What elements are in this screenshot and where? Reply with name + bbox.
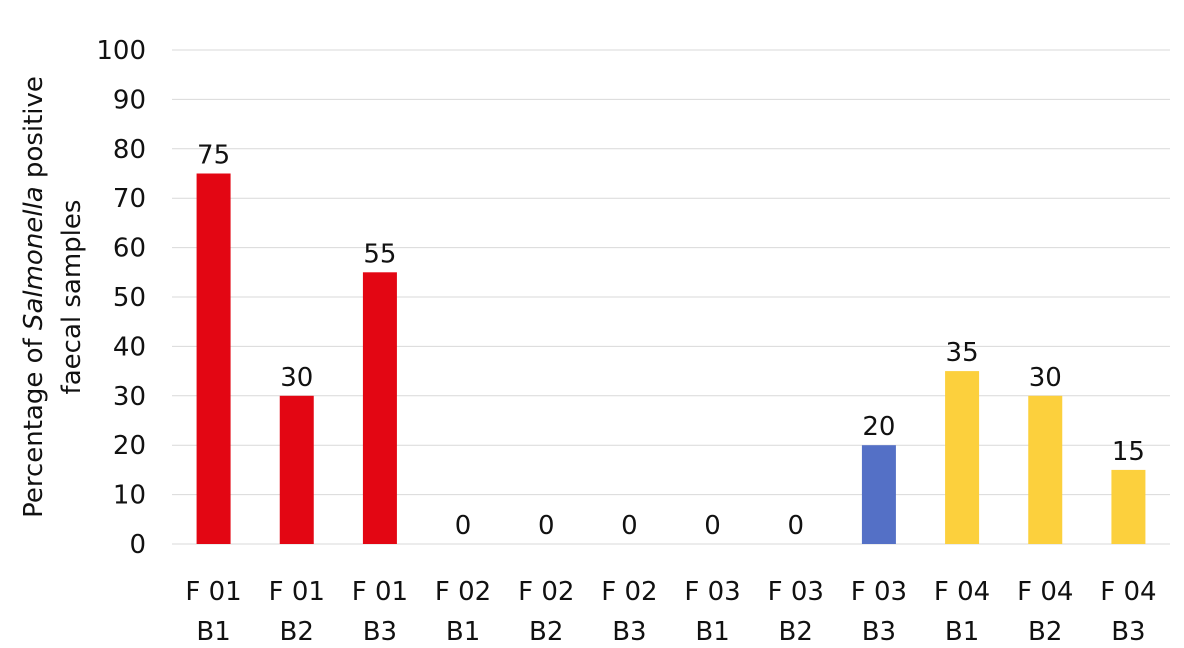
bar: [945, 371, 980, 544]
y-tick-label: 30: [113, 382, 146, 412]
data-label: 20: [862, 412, 895, 442]
bar: [279, 395, 314, 544]
x-category-label: B1: [196, 617, 230, 647]
x-category-label: B1: [695, 617, 729, 647]
x-category-label: F 03: [768, 577, 824, 607]
x-category-label: F 01: [352, 577, 408, 607]
data-label: 0: [455, 511, 472, 541]
x-category-label: F 04: [934, 577, 990, 607]
x-category-label: F 03: [684, 577, 740, 607]
data-labels: 75 30 55 0 0 0 0 0 20 35 30 15: [197, 141, 1145, 542]
x-category-label: B1: [945, 617, 979, 647]
x-category-label: B1: [446, 617, 480, 647]
x-category-label: F 04: [1100, 577, 1156, 607]
data-label: 30: [280, 363, 313, 393]
y-axis-title-suffix: positive: [19, 76, 49, 186]
x-category-label: F 02: [435, 577, 491, 607]
bar: [1111, 469, 1146, 544]
data-label: 0: [538, 511, 555, 541]
x-category-label: B2: [529, 617, 563, 647]
bars: [196, 173, 1146, 544]
x-category-label: F 01: [269, 577, 325, 607]
data-label: 0: [621, 511, 638, 541]
bar: [196, 173, 231, 544]
data-label: 35: [946, 338, 979, 368]
y-axis-title-italic: Salmonella: [19, 186, 49, 330]
x-category-label: B3: [612, 617, 646, 647]
y-axis-title-prefix: Percentage of: [19, 330, 49, 518]
y-axis-title-line2: faecal samples: [57, 200, 87, 395]
bar: [362, 272, 397, 544]
bar: [861, 445, 896, 544]
data-label: 75: [197, 141, 230, 171]
x-category-label: B3: [1111, 617, 1145, 647]
y-tick-label: 100: [96, 36, 146, 66]
x-axis-categories: F 01 B1 F 01 B2 F 01 B3 F 02 B1 F 02 B2 F 02 B3 F 03…: [185, 577, 1156, 647]
y-axis-ticks: 0 10 20 30 40 50 60 70 80 90 100: [96, 36, 146, 560]
y-tick-label: 50: [113, 283, 146, 313]
y-tick-label: 80: [113, 135, 146, 165]
x-category-label: F 03: [851, 577, 907, 607]
x-category-label: F 02: [518, 577, 574, 607]
y-tick-label: 90: [113, 85, 146, 115]
y-tick-label: 70: [113, 184, 146, 214]
x-category-label: B2: [280, 617, 314, 647]
y-tick-label: 10: [113, 481, 146, 511]
y-tick-label: 40: [113, 332, 146, 362]
x-category-label: B2: [779, 617, 813, 647]
data-label: 0: [704, 511, 721, 541]
bar: [1028, 395, 1063, 544]
x-category-label: B2: [1028, 617, 1062, 647]
x-category-label: B3: [862, 617, 896, 647]
x-category-label: F 02: [601, 577, 657, 607]
gridlines: [172, 49, 1170, 545]
data-label: 55: [363, 239, 396, 269]
data-label: 0: [787, 511, 804, 541]
x-category-label: F 01: [185, 577, 241, 607]
x-category-label: F 04: [1017, 577, 1073, 607]
x-category-label: B3: [363, 617, 397, 647]
y-tick-label: 60: [113, 234, 146, 264]
data-label: 30: [1029, 363, 1062, 393]
data-label: 15: [1112, 437, 1145, 467]
y-tick-label: 20: [113, 431, 146, 461]
y-axis-title-line1: Percentage of Salmonella positive: [19, 76, 49, 518]
y-tick-label: 0: [129, 530, 146, 560]
